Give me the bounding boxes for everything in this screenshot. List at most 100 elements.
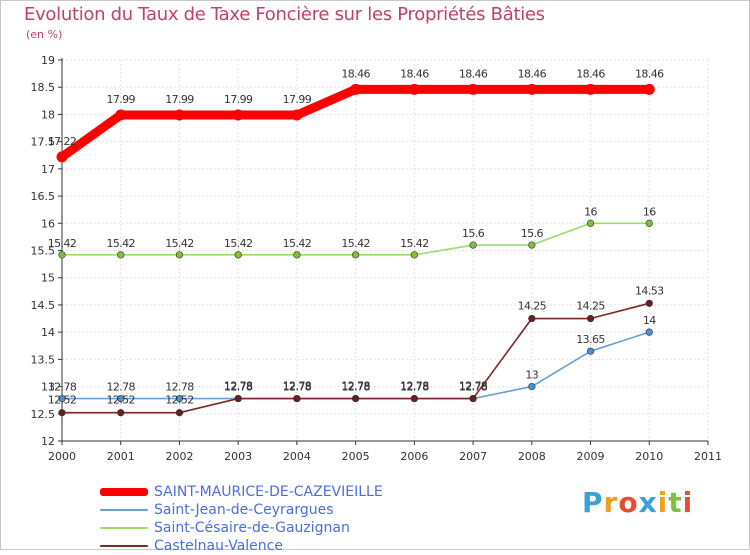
data-label: 14.53 — [635, 284, 664, 297]
x-tick-label: 2007 — [459, 450, 487, 463]
data-label: 18.46 — [341, 67, 370, 80]
data-label: 12.52 — [165, 394, 194, 407]
data-point — [410, 394, 418, 403]
x-tick-label: 2009 — [577, 450, 605, 463]
data-point — [232, 109, 244, 121]
legend-swatch — [100, 509, 148, 511]
legend-label: Saint-Césaire-de-Gauzignan — [154, 520, 350, 536]
legend-swatch — [100, 488, 148, 496]
y-tick-label: 13 — [41, 381, 55, 394]
chart-title: Evolution du Taux de Taxe Foncière sur l… — [24, 4, 545, 25]
logo-letter: t — [668, 486, 683, 519]
data-label: 18.46 — [459, 67, 488, 80]
data-label: 15.42 — [341, 237, 370, 250]
data-point — [352, 251, 360, 259]
data-label: 18.46 — [518, 67, 547, 80]
data-label: 15.42 — [400, 237, 429, 250]
y-tick-label: 12.5 — [31, 408, 56, 421]
data-point — [350, 83, 362, 95]
data-point — [115, 109, 127, 121]
x-tick-label: 2008 — [518, 450, 546, 463]
legend-item: Saint-Césaire-de-Gauzignan — [100, 519, 383, 537]
data-label: 14 — [643, 314, 656, 327]
data-point — [408, 83, 420, 95]
y-tick-label: 12 — [41, 435, 55, 448]
plot-area — [62, 60, 708, 441]
legend-item: SAINT-MAURICE-DE-CAZEVIEILLE — [100, 483, 383, 501]
data-label: 15.42 — [165, 237, 194, 250]
data-point — [352, 394, 360, 403]
data-label: 15.42 — [224, 237, 253, 250]
data-point — [528, 382, 536, 391]
logo-letter: r — [603, 486, 619, 519]
data-label: 12.78 — [165, 381, 194, 394]
data-point — [173, 109, 185, 121]
data-point — [175, 251, 184, 259]
y-tick-label: 14.5 — [31, 299, 56, 312]
data-point — [645, 299, 653, 307]
data-point — [526, 83, 538, 95]
data-label: 17.99 — [106, 93, 135, 106]
logo-letter: o — [618, 486, 639, 519]
y-tick-label: 18.5 — [31, 81, 56, 94]
data-label: 13 — [525, 369, 538, 382]
data-point — [291, 109, 303, 121]
data-point — [117, 251, 125, 259]
data-label: 12.78 — [283, 381, 312, 394]
y-tick-label: 14 — [41, 326, 55, 339]
legend-label: Saint-Jean-de-Ceyrargues — [154, 502, 334, 518]
x-tick-label: 2002 — [165, 450, 193, 463]
data-point — [293, 251, 301, 259]
data-point — [528, 314, 536, 323]
legend-label: Castelnau-Valence — [154, 538, 283, 554]
legend-swatch — [100, 545, 148, 547]
data-point — [117, 409, 125, 417]
data-label: 12.78 — [283, 380, 312, 393]
x-tick-label: 2003 — [224, 450, 252, 463]
x-tick-label: 2006 — [400, 450, 428, 463]
data-label: 12.78 — [400, 380, 429, 393]
logo-letter: i — [682, 486, 694, 519]
data-point — [56, 151, 68, 163]
y-tick-label: 17 — [41, 163, 55, 176]
data-point — [645, 328, 653, 336]
data-label: 17.22 — [48, 135, 77, 148]
data-label: 18.46 — [635, 67, 664, 80]
y-tick-label: 15 — [41, 272, 55, 285]
data-label: 15.42 — [283, 237, 312, 250]
data-point — [586, 347, 595, 355]
data-label: 12.78 — [48, 381, 77, 394]
data-point — [117, 394, 125, 403]
data-point — [58, 394, 66, 403]
x-tick-label: 2000 — [48, 450, 76, 463]
y-tick-label: 16 — [41, 217, 55, 230]
data-label: 16 — [584, 205, 597, 218]
data-label: 17.99 — [224, 93, 253, 106]
data-point — [645, 219, 653, 227]
chart-legend: SAINT-MAURICE-DE-CAZEVIEILLE Saint-Jean-… — [100, 483, 383, 555]
data-point — [293, 394, 301, 403]
legend-swatch — [100, 527, 148, 529]
data-label: 12.78 — [459, 381, 488, 394]
y-tick-label: 16.5 — [31, 190, 56, 203]
data-label: 14.25 — [518, 300, 547, 313]
data-point — [175, 409, 184, 417]
data-point — [234, 251, 242, 259]
data-label: 13.65 — [576, 333, 605, 346]
data-point — [528, 241, 536, 249]
data-label: 12.78 — [400, 381, 429, 394]
data-label: 12.52 — [48, 394, 77, 407]
y-tick-label: 13.5 — [31, 353, 56, 366]
data-label: 18.46 — [400, 67, 429, 80]
logo-letter: i — [657, 486, 669, 519]
data-label: 12.78 — [224, 380, 253, 393]
x-tick-label: 2005 — [342, 450, 370, 463]
data-point — [643, 83, 655, 95]
data-label: 14.25 — [576, 300, 605, 313]
data-label: 15.42 — [106, 237, 135, 250]
x-tick-label: 2004 — [283, 450, 311, 463]
legend-item: Saint-Jean-de-Ceyrargues — [100, 501, 383, 519]
data-point — [175, 394, 184, 403]
y-tick-label: 15.5 — [31, 245, 56, 258]
